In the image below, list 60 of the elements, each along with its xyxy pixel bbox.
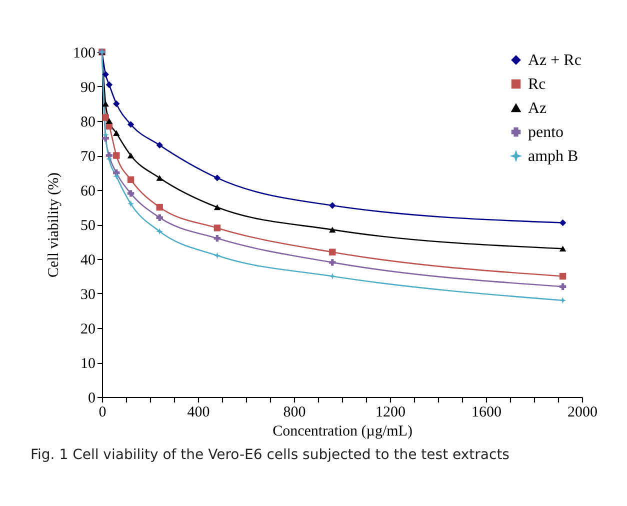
point xyxy=(214,204,221,210)
point xyxy=(329,248,336,256)
point xyxy=(102,114,109,121)
point xyxy=(329,259,336,266)
text: Fig. 1 Cell viability of the Vero-E6 cells subjected to the test extracts xyxy=(30,447,510,463)
point xyxy=(559,272,566,280)
y-tick-label: 80 xyxy=(80,114,96,130)
y-tick-label: 90 xyxy=(80,80,96,96)
x-tick-label: 0 xyxy=(98,404,106,420)
point xyxy=(106,156,113,162)
legend-label: Rc xyxy=(528,76,546,93)
x-tick-label: 1600 xyxy=(472,404,502,420)
y-tick-label: 20 xyxy=(80,322,96,338)
y-tick-label: 10 xyxy=(80,356,96,372)
point xyxy=(329,202,336,209)
point xyxy=(113,100,120,108)
x-tick-label: 400 xyxy=(187,404,210,420)
y-axis-title: Cell viability (%) xyxy=(46,172,62,278)
point xyxy=(113,130,120,136)
y-tick-label: 100 xyxy=(73,46,96,62)
point xyxy=(329,226,336,233)
x-tick-label: 1200 xyxy=(376,404,406,420)
x-tick-label: 2000 xyxy=(568,404,598,420)
point xyxy=(559,219,566,226)
point xyxy=(106,118,113,124)
point xyxy=(127,152,134,158)
point xyxy=(214,174,221,182)
point xyxy=(156,142,163,149)
y-tick-label: 60 xyxy=(80,184,96,200)
point xyxy=(127,176,134,184)
point xyxy=(127,190,134,197)
point xyxy=(156,204,163,211)
point xyxy=(113,172,120,180)
point xyxy=(329,272,336,280)
point xyxy=(113,152,120,159)
point xyxy=(156,214,163,221)
legend-label: Az xyxy=(528,100,547,117)
x-axis-title: Concentration (µg/mL) xyxy=(272,424,412,440)
y-tick-label: 40 xyxy=(80,252,96,268)
point xyxy=(559,283,566,290)
y-tick-label: 50 xyxy=(80,218,96,234)
point xyxy=(106,81,113,88)
point xyxy=(102,100,109,107)
point xyxy=(214,252,221,259)
point xyxy=(127,200,134,208)
point xyxy=(127,121,134,128)
legend-label: amph B xyxy=(528,148,578,165)
y-tick-label: 0 xyxy=(88,390,96,406)
point xyxy=(214,224,221,232)
y-tick-label: 30 xyxy=(80,287,96,303)
y-tick-label: 70 xyxy=(80,149,96,165)
point xyxy=(156,175,163,181)
legend-label: pento xyxy=(528,124,564,141)
point xyxy=(559,297,566,304)
legend-label: Az + Rc xyxy=(528,52,582,69)
point xyxy=(102,71,109,78)
point xyxy=(156,228,163,235)
point xyxy=(214,234,221,242)
x-tick-label: 800 xyxy=(283,404,306,420)
point xyxy=(559,246,566,252)
